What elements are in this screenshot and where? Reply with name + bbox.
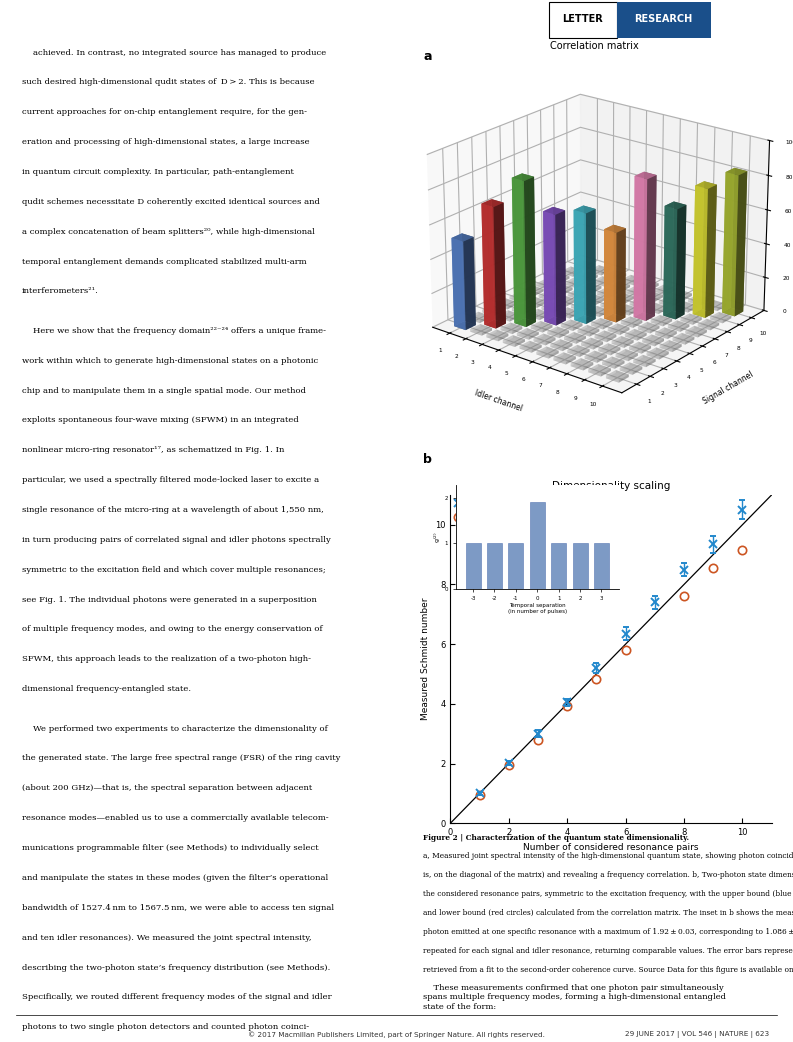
Text: symmetric to the excitation field and which cover multiple resonances;: symmetric to the excitation field and wh… — [22, 566, 326, 574]
Legend: Temporal mode measurements, Correlation measurements: Temporal mode measurements, Correlation … — [454, 499, 584, 522]
Bar — [617, 2, 711, 38]
Text: Figure 2 | Characterization of the quantum state dimensionality.: Figure 2 | Characterization of the quant… — [423, 834, 690, 842]
Text: work within which to generate high-dimensional states on a photonic: work within which to generate high-dimen… — [22, 356, 319, 365]
Bar — [573, 544, 588, 589]
Text: SFWM, this approach leads to the realization of a two-photon high-: SFWM, this approach leads to the realiza… — [22, 655, 311, 664]
Text: of multiple frequency modes, and owing to the energy conservation of: of multiple frequency modes, and owing t… — [22, 625, 323, 634]
Text: describing the two-photon state’s frequency distribution (see Methods).: describing the two-photon state’s freque… — [22, 964, 331, 971]
Bar — [530, 502, 545, 589]
Text: bandwidth of 1527.4 nm to 1567.5 nm, we were able to access ten signal: bandwidth of 1527.4 nm to 1567.5 nm, we … — [22, 903, 335, 912]
Bar — [594, 544, 609, 589]
Text: qudit schemes necessitate D coherently excited identical sources and: qudit schemes necessitate D coherently e… — [22, 198, 320, 206]
Bar — [551, 544, 566, 589]
Text: These measurements confirmed that one photon pair simultaneously
spans multiple : These measurements confirmed that one ph… — [423, 984, 726, 1011]
Text: repeated for each signal and idler resonance, returning comparable values. The e: repeated for each signal and idler reson… — [423, 947, 793, 954]
Text: particular, we used a spectrally filtered mode-locked laser to excite a: particular, we used a spectrally filtere… — [22, 476, 320, 485]
Text: a: a — [423, 50, 432, 64]
Text: (about 200 GHz)—that is, the spectral separation between adjacent: (about 200 GHz)—that is, the spectral se… — [22, 785, 312, 792]
Text: a complex concatenation of beam splitters²⁰, while high-dimensional: a complex concatenation of beam splitter… — [22, 228, 315, 235]
Text: nonlinear micro-ring resonator¹⁷, as schematized in Fig. 1. In: nonlinear micro-ring resonator¹⁷, as sch… — [22, 446, 285, 454]
Y-axis label: Measured Schmidt number: Measured Schmidt number — [420, 598, 430, 720]
Text: chip and to manipulate them in a single spatial mode. Our method: chip and to manipulate them in a single … — [22, 387, 306, 395]
Text: munications programmable filter (see Methods) to individually select: munications programmable filter (see Met… — [22, 844, 319, 852]
Text: a, Measured joint spectral intensity of the high-dimensional quantum state, show: a, Measured joint spectral intensity of … — [423, 852, 793, 861]
Text: Specifically, we routed different frequency modes of the signal and idler: Specifically, we routed different freque… — [22, 993, 331, 1001]
Text: Here we show that the frequency domain²²⁻²⁴ offers a unique frame-: Here we show that the frequency domain²²… — [22, 327, 326, 334]
Text: is, on the diagonal of the matrix) and revealing a frequency correlation. b, Two: is, on the diagonal of the matrix) and r… — [423, 871, 793, 879]
Bar — [508, 544, 523, 589]
Bar — [549, 2, 617, 38]
Text: resonance modes—enabled us to use a commercially available telecom-: resonance modes—enabled us to use a comm… — [22, 814, 329, 822]
Text: exploits spontaneous four-wave mixing (SFWM) in an integrated: exploits spontaneous four-wave mixing (S… — [22, 417, 299, 424]
Text: retrieved from a fit to the second-order coherence curve. Source Data for this f: retrieved from a fit to the second-order… — [423, 966, 793, 974]
Text: such desired high-dimensional qudit states of  D > 2. This is because: such desired high-dimensional qudit stat… — [22, 78, 315, 86]
Text: current approaches for on-chip entanglement require, for the gen-: current approaches for on-chip entanglem… — [22, 108, 307, 117]
Text: single resonance of the micro-ring at a wavelength of about 1,550 nm,: single resonance of the micro-ring at a … — [22, 506, 324, 514]
Text: dimensional frequency-entangled state.: dimensional frequency-entangled state. — [22, 686, 191, 693]
Text: interferometers²¹.: interferometers²¹. — [22, 288, 99, 296]
Y-axis label: g$^{(2)}$: g$^{(2)}$ — [433, 530, 443, 543]
X-axis label: Temporal separation
(in number of pulses): Temporal separation (in number of pulses… — [508, 602, 567, 614]
Text: We performed two experiments to characterize the dimensionality of: We performed two experiments to characte… — [22, 724, 328, 733]
Text: see Fig. 1. The individual photons were generated in a superposition: see Fig. 1. The individual photons were … — [22, 596, 317, 603]
Text: 29 JUNE 2017 | VOL 546 | NATURE | 623: 29 JUNE 2017 | VOL 546 | NATURE | 623 — [625, 1031, 769, 1038]
Text: the generated state. The large free spectral range (FSR) of the ring cavity: the generated state. The large free spec… — [22, 754, 340, 763]
Text: and lower bound (red circles) calculated from the correlation matrix. The inset : and lower bound (red circles) calculated… — [423, 909, 793, 917]
Title: Correlation matrix: Correlation matrix — [550, 42, 639, 51]
Text: LETTER: LETTER — [562, 14, 603, 24]
Text: in turn producing pairs of correlated signal and idler photons spectrally: in turn producing pairs of correlated si… — [22, 536, 331, 544]
Text: and manipulate the states in these modes (given the filter’s operational: and manipulate the states in these modes… — [22, 874, 328, 882]
Text: in quantum circuit complexity. In particular, path-entanglement: in quantum circuit complexity. In partic… — [22, 168, 294, 176]
Text: © 2017 Macmillan Publishers Limited, part of Springer Nature. All rights reserve: © 2017 Macmillan Publishers Limited, par… — [248, 1031, 545, 1038]
Text: achieved. In contrast, no integrated source has managed to produce: achieved. In contrast, no integrated sou… — [22, 49, 327, 56]
Y-axis label: Signal channel: Signal channel — [702, 370, 755, 406]
Text: b: b — [423, 452, 432, 466]
Bar — [465, 544, 481, 589]
X-axis label: Number of considered resonance pairs: Number of considered resonance pairs — [523, 843, 699, 851]
Text: temporal entanglement demands complicated stabilized multi-arm: temporal entanglement demands complicate… — [22, 257, 307, 266]
X-axis label: Idler channel: Idler channel — [473, 389, 523, 414]
Text: photon emitted at one specific resonance with a maximum of 1.92 ± 0.03, correspo: photon emitted at one specific resonance… — [423, 928, 793, 936]
Text: photons to two single photon detectors and counted photon coinci-: photons to two single photon detectors a… — [22, 1023, 309, 1032]
Text: eration and processing of high-dimensional states, a large increase: eration and processing of high-dimension… — [22, 139, 310, 146]
Text: the considered resonance pairs, symmetric to the excitation frequency, with the : the considered resonance pairs, symmetri… — [423, 890, 793, 898]
Text: and ten idler resonances). We measured the joint spectral intensity,: and ten idler resonances). We measured t… — [22, 934, 312, 942]
Title: Dimensionality scaling: Dimensionality scaling — [552, 481, 670, 492]
Bar — [487, 544, 502, 589]
Text: RESEARCH: RESEARCH — [634, 14, 693, 24]
